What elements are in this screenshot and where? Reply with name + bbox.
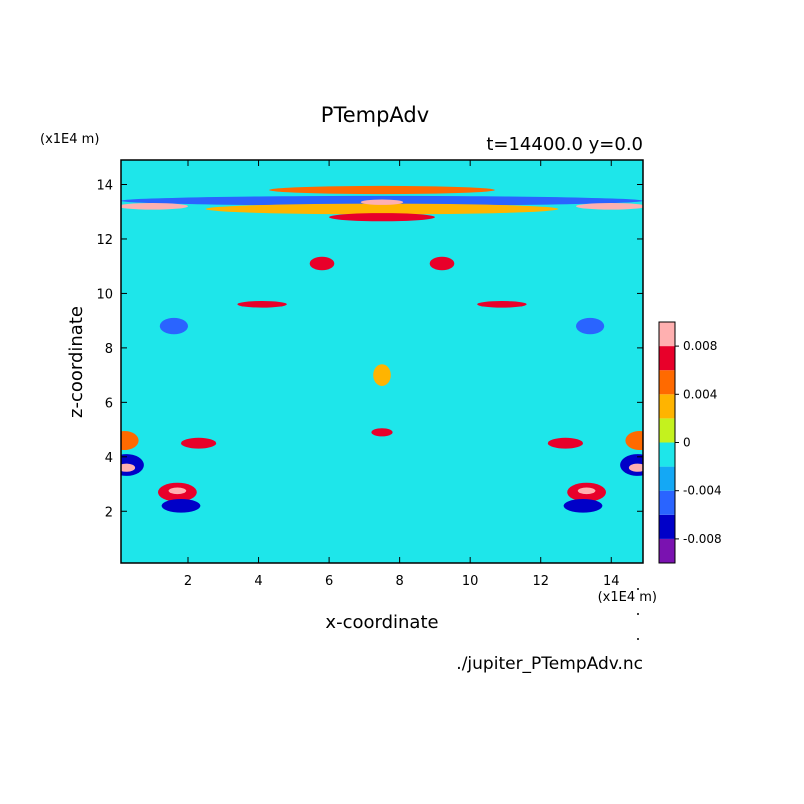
colorbar-level-2 <box>659 490 675 515</box>
colorbar-level-3 <box>659 466 675 491</box>
chart-title: PTempAdv <box>321 103 429 127</box>
colorbar-level-9 <box>659 322 675 347</box>
y-tick-label: 2 <box>105 505 113 520</box>
heatmap-feature-3 <box>329 213 435 222</box>
colorbar-tick-label: 0.004 <box>683 387 717 401</box>
colorbar <box>659 322 675 563</box>
heatmap-feature-0 <box>269 185 495 195</box>
heatmap-feature-6 <box>576 203 643 210</box>
heatmap-feature-21 <box>161 499 201 513</box>
colorbar-ticks: 0.008 0.004 0 -0.004 -0.008 <box>675 339 722 546</box>
heatmap-feature-24 <box>577 487 596 495</box>
heatmap-feature-26 <box>547 437 584 449</box>
heatmap-feature-22 <box>563 499 603 513</box>
x-tick-label: 8 <box>395 574 403 589</box>
heatmap-feature-13 <box>121 431 139 450</box>
heatmap-feature-8 <box>429 256 455 271</box>
heatmap-feature-9 <box>237 301 287 308</box>
y-tick-label: 8 <box>105 342 113 357</box>
x-axis-label: x-coordinate <box>325 612 438 633</box>
colorbar-tick-label: 0 <box>683 436 691 450</box>
y-tick-label: 10 <box>96 287 113 302</box>
source-filename: ./jupiter_PTempAdv.nc <box>456 654 643 674</box>
y-tick-label: 12 <box>96 233 113 248</box>
heatmap-feature-2 <box>205 203 559 215</box>
y-axis-unit: (x1E4 m) <box>40 132 99 147</box>
x-axis-unit: (x1E4 m) <box>598 590 657 605</box>
y-axis-ticks: 2 4 6 8 10 12 14 <box>96 179 643 520</box>
x-tick-label: 10 <box>462 574 479 589</box>
x-tick-label: 6 <box>325 574 333 589</box>
colorbar-level-8 <box>659 346 675 371</box>
x-tick-label: 2 <box>184 574 192 589</box>
x-axis-ticks: 2 4 6 8 10 12 14 <box>184 160 620 589</box>
heatmap-feature-17 <box>121 463 136 472</box>
colorbar-level-1 <box>659 514 675 539</box>
heatmap-feature-11 <box>159 317 188 335</box>
plot-frame <box>120 159 644 564</box>
x-tick-label: 4 <box>254 574 262 589</box>
colorbar-tick-label: -0.008 <box>683 532 722 546</box>
heatmap-feature-27 <box>371 428 393 437</box>
x-tick-label: 14 <box>603 574 620 589</box>
chart-subtitle: t=14400.0 y=0.0 <box>486 134 643 155</box>
heatmap-features <box>121 185 643 513</box>
colorbar-tick-label: 0.008 <box>683 339 717 353</box>
heatmap-feature-28 <box>373 364 391 386</box>
heatmap-feature-25 <box>181 437 217 449</box>
colorbar-level-0 <box>659 538 675 563</box>
colorbar-level-7 <box>659 370 675 395</box>
heatmap-feature-10 <box>477 301 527 308</box>
heatmap-background <box>121 160 643 563</box>
heatmap-feature-4 <box>360 199 404 205</box>
heatmap-feature-14 <box>625 431 643 450</box>
plot-area <box>121 160 643 563</box>
y-tick-label: 4 <box>105 451 113 466</box>
y-tick-label: 6 <box>105 396 113 411</box>
corner-marks <box>637 588 639 640</box>
y-axis-label: z-coordinate <box>66 306 87 418</box>
colorbar-level-5 <box>659 418 675 443</box>
y-tick-label: 14 <box>96 179 113 194</box>
heatmap-feature-5 <box>121 203 188 210</box>
colorbar-tick-label: -0.004 <box>683 484 722 498</box>
colorbar-level-6 <box>659 394 675 419</box>
heatmap-feature-12 <box>576 317 605 335</box>
colorbar-level-4 <box>659 442 675 467</box>
heatmap-feature-23 <box>168 487 187 495</box>
x-tick-label: 12 <box>532 574 549 589</box>
heatmap-feature-7 <box>309 256 335 271</box>
heatmap-feature-18 <box>628 463 643 472</box>
